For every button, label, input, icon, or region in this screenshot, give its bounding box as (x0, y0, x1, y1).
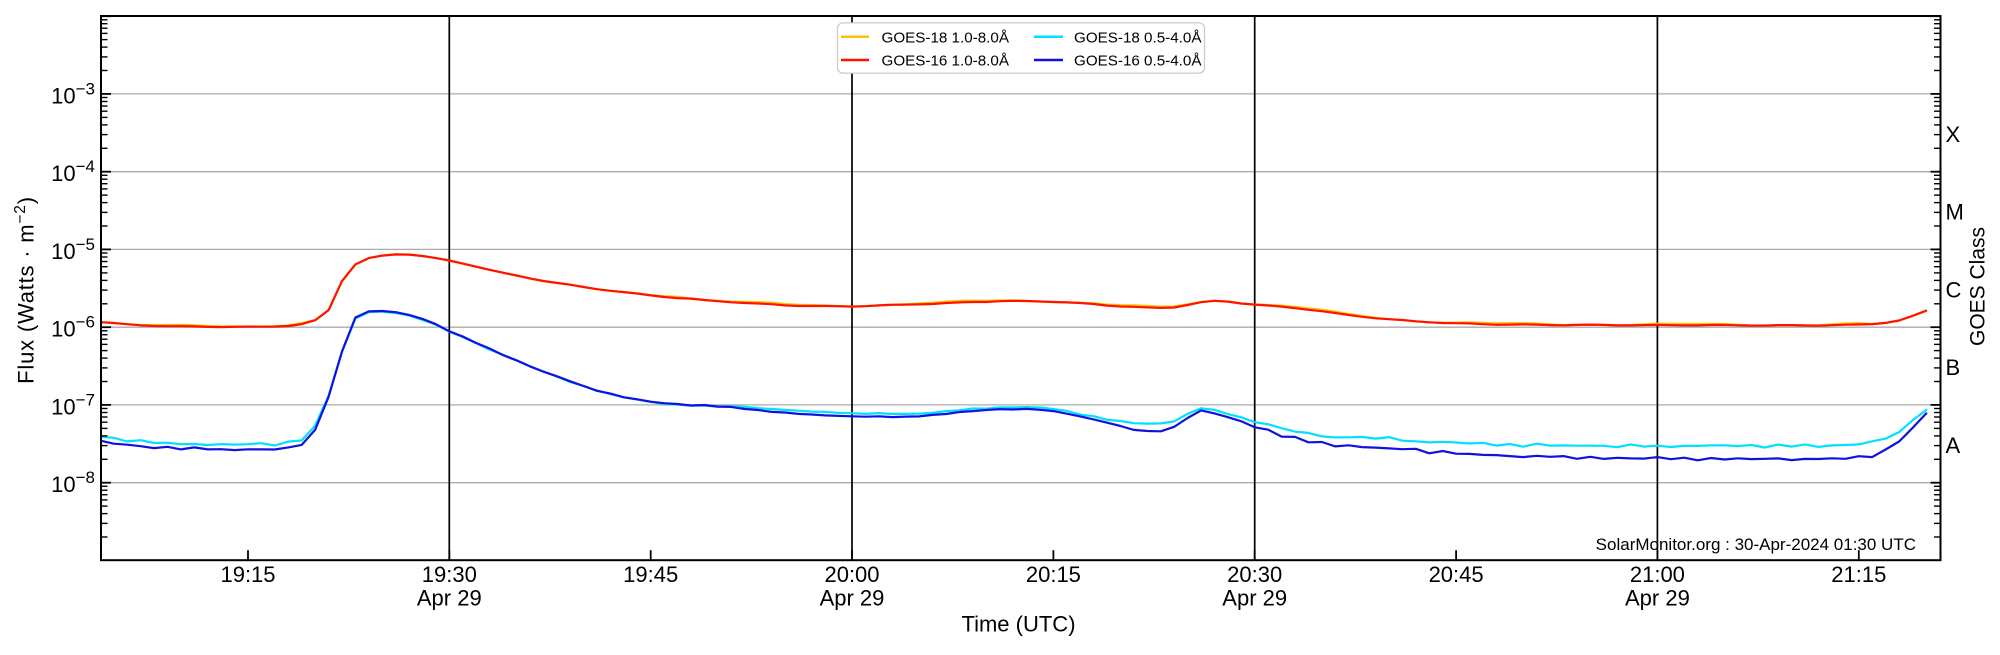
svg-text:GOES-16 1.0-8.0Å: GOES-16 1.0-8.0Å (882, 53, 1010, 70)
svg-text:20:15: 20:15 (1026, 562, 1081, 587)
svg-text:21:15: 21:15 (1831, 562, 1886, 587)
svg-text:19:15: 19:15 (220, 562, 275, 587)
svg-text:B: B (1946, 355, 1961, 380)
svg-text:GOES Class: GOES Class (1967, 227, 1990, 346)
svg-text:C: C (1946, 277, 1962, 302)
svg-text:19:30: 19:30 (422, 562, 477, 587)
svg-text:20:00: 20:00 (824, 562, 879, 587)
svg-text:Time (UTC): Time (UTC) (961, 611, 1075, 636)
svg-text:Apr 29: Apr 29 (1222, 585, 1287, 610)
svg-text:GOES-16 0.5-4.0Å: GOES-16 0.5-4.0Å (1074, 53, 1202, 70)
svg-text:10−5: 10−5 (51, 235, 95, 264)
svg-text:A: A (1946, 433, 1961, 458)
svg-text:Apr 29: Apr 29 (820, 585, 885, 610)
svg-text:SolarMonitor.org : 30-Apr-2024: SolarMonitor.org : 30-Apr-2024 01:30 UTC (1596, 535, 1916, 554)
svg-text:GOES-18 1.0-8.0Å: GOES-18 1.0-8.0Å (882, 29, 1010, 46)
svg-text:X: X (1946, 122, 1961, 147)
svg-text:M: M (1946, 200, 1964, 225)
svg-text:20:30: 20:30 (1227, 562, 1282, 587)
svg-text:Flux (Watts · m−2): Flux (Watts · m−2) (12, 196, 38, 384)
svg-text:20:45: 20:45 (1429, 562, 1484, 587)
svg-text:21:00: 21:00 (1630, 562, 1685, 587)
svg-text:19:45: 19:45 (623, 562, 678, 587)
svg-text:Apr 29: Apr 29 (1625, 585, 1690, 610)
svg-text:GOES-18 0.5-4.0Å: GOES-18 0.5-4.0Å (1074, 29, 1202, 46)
svg-text:Apr 29: Apr 29 (417, 585, 482, 610)
